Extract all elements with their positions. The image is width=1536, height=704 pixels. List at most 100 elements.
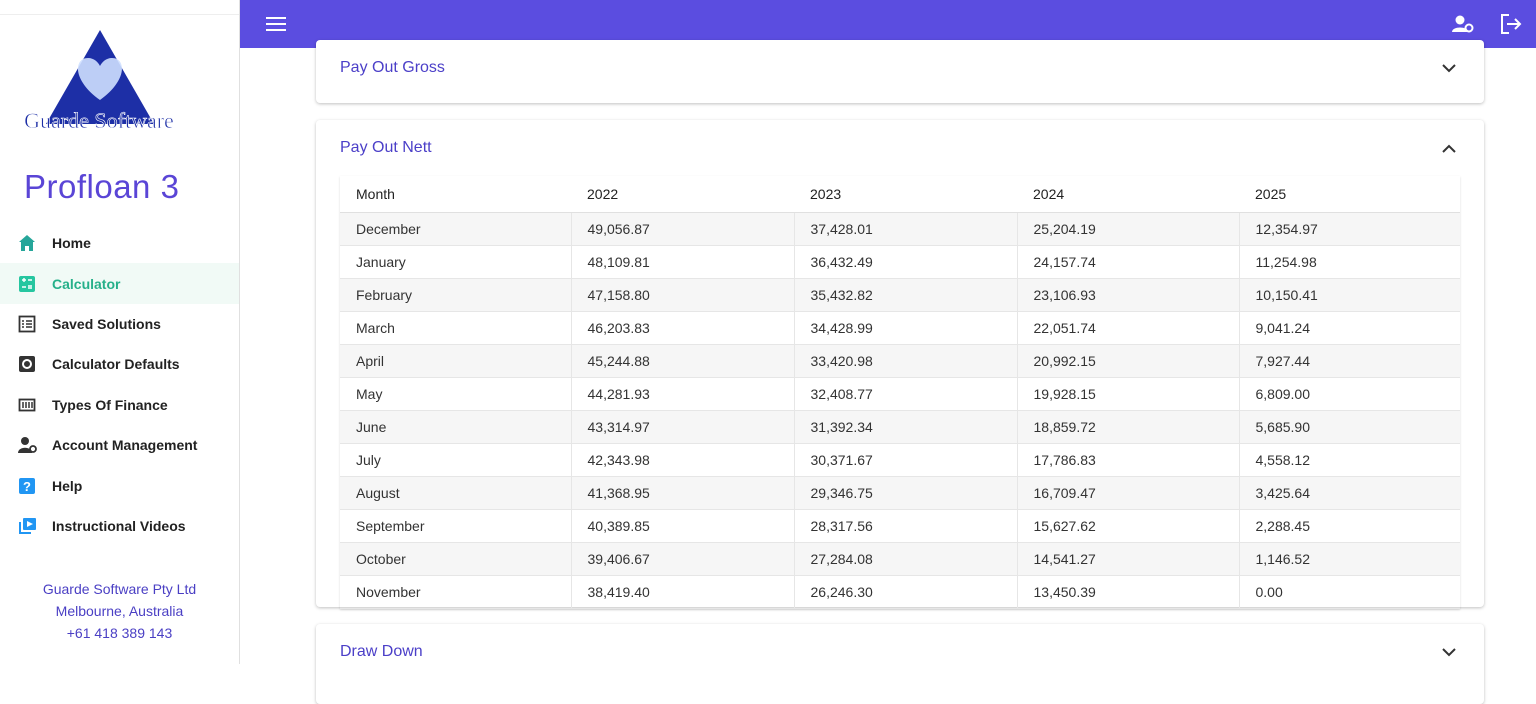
nav-item[interactable]: Calculator Defaults bbox=[0, 344, 239, 384]
panel: Pay Out Gross bbox=[316, 40, 1484, 103]
table-cell: 16,709.47 bbox=[1016, 476, 1239, 510]
table-cell: 19,928.15 bbox=[1016, 377, 1239, 411]
table-row: July 42,343.98 30,371.67 17,786.83 4,558.12 bbox=[340, 443, 1460, 477]
table-row: April 45,244.88 33,420.98 20,992.15 7,927.44 bbox=[340, 344, 1460, 378]
column-header: 2024 bbox=[1017, 176, 1239, 213]
pay-out-table: Month 2022 2023 2024 2025 December 49,056.87 37… bbox=[340, 176, 1460, 609]
nav-icon bbox=[19, 356, 35, 373]
nav-item[interactable]: Home bbox=[0, 223, 239, 263]
table-row: June 43,314.97 31,392.34 18,859.72 5,685.90 bbox=[340, 410, 1460, 444]
nav-icon bbox=[18, 315, 36, 333]
table-cell: 10,150.41 bbox=[1238, 278, 1460, 312]
table-cell: 3,425.64 bbox=[1238, 476, 1460, 510]
table-cell: December bbox=[340, 212, 571, 246]
table-cell: 37,428.01 bbox=[793, 212, 1017, 246]
nav-label: Instructional Videos bbox=[52, 517, 186, 534]
nav-item[interactable]: Instructional Videos bbox=[0, 506, 239, 546]
table-cell: 22,051.74 bbox=[1016, 311, 1239, 345]
table-cell: 23,106.93 bbox=[1016, 278, 1239, 312]
table-cell: 1,146.52 bbox=[1238, 542, 1460, 576]
footer: Guarde Software Pty Ltd Melbourne, Austra… bbox=[0, 578, 239, 644]
panel-title[interactable]: Draw Down bbox=[340, 643, 423, 660]
table-cell: 14,541.27 bbox=[1016, 542, 1239, 576]
nav-label: Home bbox=[52, 235, 91, 252]
table-cell: 29,346.75 bbox=[793, 476, 1017, 510]
table-cell: 6,809.00 bbox=[1238, 377, 1460, 411]
logout-button[interactable] bbox=[1500, 14, 1522, 34]
panel-title[interactable]: Pay Out Nett bbox=[340, 139, 432, 156]
table-cell: 32,408.77 bbox=[793, 377, 1017, 411]
nav-item[interactable]: Calculator bbox=[0, 263, 239, 304]
table-cell: 11,254.98 bbox=[1238, 245, 1460, 279]
table-cell: October bbox=[340, 542, 571, 576]
logo-text: Guarde Software bbox=[24, 108, 174, 133]
nav-label: Help bbox=[52, 477, 83, 494]
table-cell: 47,158.80 bbox=[570, 278, 794, 312]
table-cell: 5,685.90 bbox=[1238, 410, 1460, 444]
table-cell: June bbox=[340, 410, 571, 444]
table-row: March 46,203.83 34,428.99 22,051.74 9,041.24 bbox=[340, 311, 1460, 345]
table-cell: 41,368.95 bbox=[570, 476, 794, 510]
table-cell: 42,343.98 bbox=[570, 443, 794, 477]
table-cell: May bbox=[340, 377, 571, 411]
table-cell: 13,450.39 bbox=[1016, 575, 1239, 609]
table-cell: 28,317.56 bbox=[793, 509, 1017, 543]
table-cell: 39,406.67 bbox=[570, 542, 794, 576]
nav-icon bbox=[19, 275, 35, 292]
table-row: September 40,389.85 28,317.56 15,627.62 2,28… bbox=[340, 509, 1460, 543]
table-cell: August bbox=[340, 476, 571, 510]
column-header: Month bbox=[340, 176, 571, 213]
svg-text:?: ? bbox=[23, 479, 31, 494]
expand-icon[interactable] bbox=[1442, 64, 1456, 73]
table-cell: 17,786.83 bbox=[1016, 443, 1239, 477]
table-row: August 41,368.95 29,346.75 16,709.47 3,425.6… bbox=[340, 476, 1460, 510]
panel: Pay Out Nett Month 2022 2023 2024 2025 Decemb… bbox=[316, 120, 1484, 609]
footer-line: +61 418 389 143 bbox=[66, 625, 173, 641]
nav-label: Calculator bbox=[52, 275, 121, 292]
nav-item[interactable]: Account Management bbox=[0, 425, 239, 465]
table-cell: 7,927.44 bbox=[1238, 344, 1460, 378]
panel: Draw Down bbox=[316, 624, 1484, 704]
footer-line: Guarde Software Pty Ltd bbox=[42, 581, 197, 597]
nav-icon bbox=[19, 235, 35, 252]
table-cell: July bbox=[340, 443, 571, 477]
table-cell: 43,314.97 bbox=[570, 410, 794, 444]
nav-label: Saved Solutions bbox=[52, 315, 161, 332]
menu-button[interactable] bbox=[266, 16, 286, 32]
table-cell: 48,109.81 bbox=[570, 245, 794, 279]
column-header: 2023 bbox=[794, 176, 1017, 213]
nav-icon: ? bbox=[19, 477, 35, 494]
table-cell: 49,056.87 bbox=[570, 212, 794, 246]
account-button[interactable] bbox=[1452, 14, 1474, 34]
collapse-icon[interactable] bbox=[1442, 144, 1456, 153]
table-cell: 12,354.97 bbox=[1238, 212, 1460, 246]
table-cell: September bbox=[340, 509, 571, 543]
nav-item[interactable]: Saved Solutions bbox=[0, 304, 239, 344]
table-cell: 34,428.99 bbox=[793, 311, 1017, 345]
nav-icon bbox=[18, 398, 36, 412]
table-cell: 46,203.83 bbox=[570, 311, 794, 345]
sidebar: Guarde Software Profloan 3 Home Calculato… bbox=[0, 0, 240, 664]
app-title: Profloan 3 bbox=[24, 168, 180, 205]
table-cell: 0.00 bbox=[1238, 575, 1460, 609]
table-cell: 38,419.40 bbox=[570, 575, 794, 609]
table-cell: 35,432.82 bbox=[793, 278, 1017, 312]
footer-line: Melbourne, Australia bbox=[55, 603, 184, 619]
panel-title[interactable]: Pay Out Gross bbox=[340, 59, 445, 76]
table-cell: 45,244.88 bbox=[570, 344, 794, 378]
nav-item[interactable]: ? Help bbox=[0, 465, 239, 505]
table-cell: 30,371.67 bbox=[793, 443, 1017, 477]
logo: Guarde Software bbox=[24, 30, 174, 133]
table-cell: 18,859.72 bbox=[1016, 410, 1239, 444]
table-cell: November bbox=[340, 575, 571, 609]
column-header: 2022 bbox=[571, 176, 794, 213]
table-cell: 24,157.74 bbox=[1016, 245, 1239, 279]
table-cell: 40,389.85 bbox=[570, 509, 794, 543]
nav-label: Types Of Finance bbox=[52, 396, 168, 413]
column-header: 2025 bbox=[1239, 176, 1460, 213]
table-row: October 39,406.67 27,284.08 14,541.27 1,146.… bbox=[340, 542, 1460, 576]
expand-icon[interactable] bbox=[1442, 648, 1456, 657]
nav-item[interactable]: Types Of Finance bbox=[0, 385, 239, 425]
table-cell: 25,204.19 bbox=[1016, 212, 1239, 246]
table-cell: January bbox=[340, 245, 571, 279]
